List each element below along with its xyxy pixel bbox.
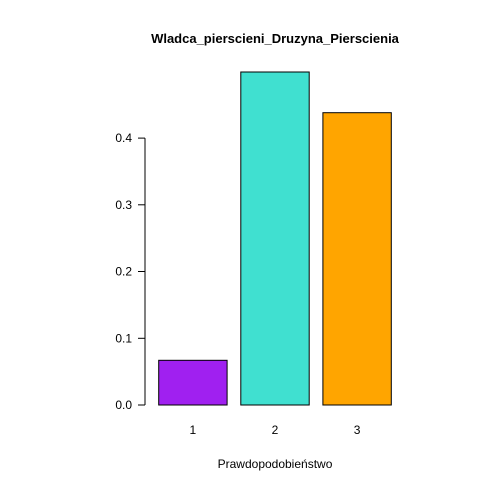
y-axis: 0.0 0.1 0.2 0.3 0.4 [115,131,146,412]
x-axis: 1 2 3 [190,423,361,437]
chart-title: Wladca_pierscieni_Druzyna_Pierscienia [151,31,400,46]
x-tick-label-2: 2 [272,423,279,437]
x-axis-label: Prawdopodobieństwo [218,457,333,471]
bar-group [158,71,392,406]
x-tick-label-3: 3 [354,423,361,437]
y-tick-label-0.0: 0.0 [115,398,132,412]
y-tick-label-0.3: 0.3 [115,198,132,212]
y-tick-label-0.4: 0.4 [115,131,132,145]
bar-3 [322,112,392,406]
bar-2 [240,71,310,406]
bar-1 [158,359,228,406]
y-tick-label-0.2: 0.2 [115,265,132,279]
y-tick-label-0.1: 0.1 [115,331,132,345]
x-tick-label-1: 1 [190,423,197,437]
